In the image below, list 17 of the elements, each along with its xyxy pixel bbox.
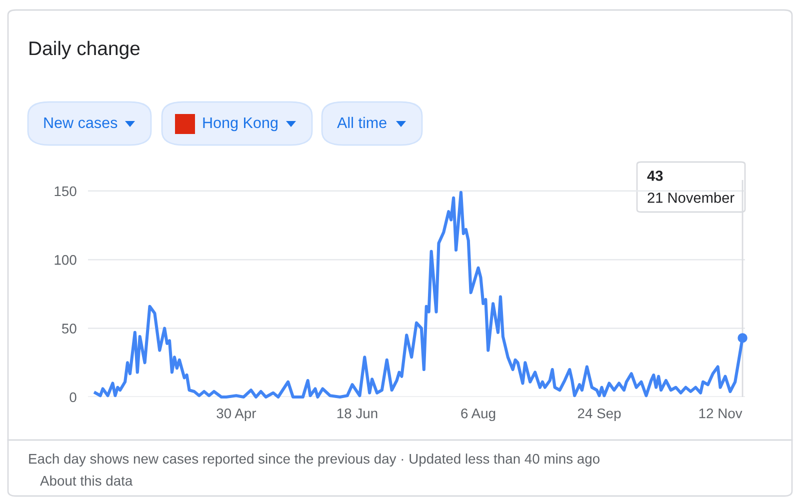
annotation: 43 <box>647 170 663 181</box>
y-tick-label: 0 <box>70 392 76 402</box>
chart-title: Daily change <box>30 40 140 60</box>
text: New cases <box>44 117 118 128</box>
x-tick-label: 12 Nov <box>699 408 742 418</box>
x-tick-label: 30 Apr <box>216 408 256 422</box>
text: All time <box>337 116 386 128</box>
x-tick-label: 18 Jun <box>337 408 378 418</box>
text: About this data <box>40 476 133 486</box>
y-tick-label: 100 <box>54 254 76 265</box>
x-tick-label: 24 Sep <box>578 408 621 422</box>
text: Hong Kong <box>203 117 278 132</box>
y-tick-label: 150 <box>54 186 76 196</box>
x-tick-label: 6 Aug <box>461 408 496 422</box>
y-tick-label: 50 <box>62 324 76 334</box>
text: Each day shows new cases reported since the previous day · Updated less than 40 mins ago <box>29 454 600 466</box>
annotation: 21 November <box>648 192 734 203</box>
